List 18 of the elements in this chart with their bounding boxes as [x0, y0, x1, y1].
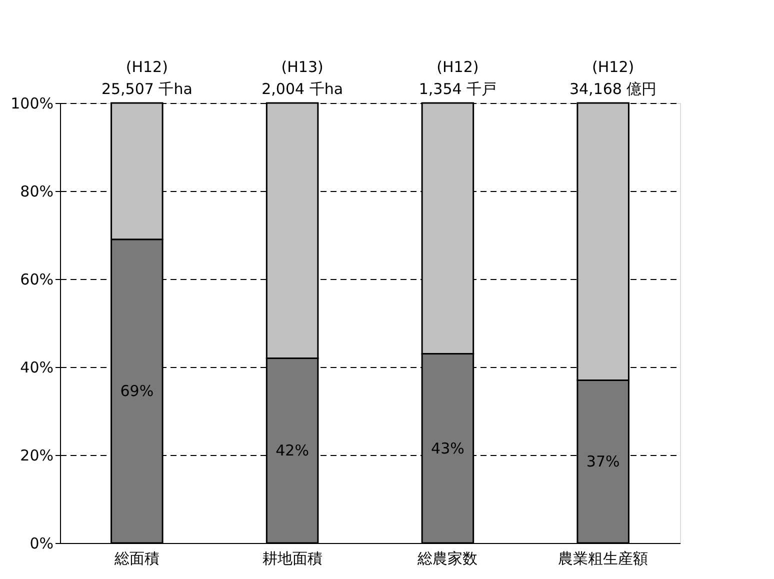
- annotation: (H13) 2,004 千ha: [262, 58, 344, 98]
- data-label: 37%: [586, 452, 620, 471]
- annotation: (H12) 34,168 億円: [569, 58, 657, 98]
- y-tick-label: 20%: [20, 446, 54, 464]
- x-tick-label: 耕地面積: [262, 550, 322, 568]
- x-tick-label: 総農家数: [416, 550, 478, 568]
- annotation: (H12) 25,507 千ha: [101, 58, 192, 98]
- data-label: 42%: [276, 442, 309, 460]
- data-label: 43%: [431, 439, 464, 458]
- annotation: (H12) 1,354 千戸: [418, 58, 497, 98]
- y-tick-label: 40%: [20, 358, 54, 376]
- y-tick-label: 100%: [10, 94, 54, 112]
- x-tick-label: 農業粗生産額: [558, 550, 648, 568]
- y-tick-label: 80%: [20, 182, 54, 200]
- y-tick-label: 0%: [30, 534, 54, 552]
- y-tick-label: 60%: [20, 270, 54, 288]
- x-tick-label: 総面積: [113, 550, 160, 568]
- data-label: 69%: [120, 382, 154, 400]
